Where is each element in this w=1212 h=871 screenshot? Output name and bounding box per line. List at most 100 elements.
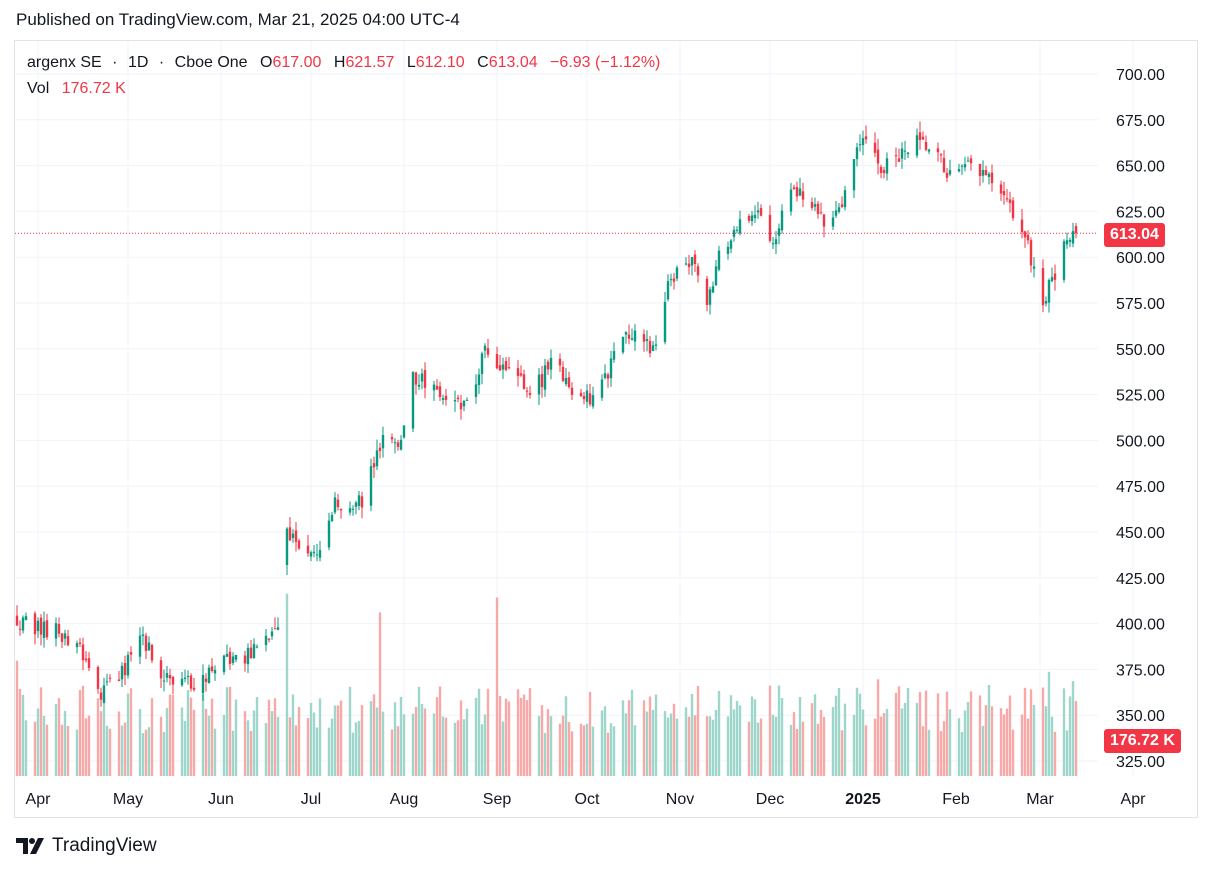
candle-body — [138, 635, 142, 657]
volume-bar — [393, 702, 397, 776]
candle-body — [264, 635, 268, 645]
candle-body — [204, 678, 208, 682]
volume-bar — [267, 699, 271, 776]
candle-body — [858, 144, 862, 146]
candle-body — [654, 344, 658, 346]
volume-bar — [738, 705, 742, 776]
candle-body — [1071, 231, 1075, 244]
candle-body — [1065, 240, 1069, 245]
volume-bar — [810, 703, 814, 776]
candle-body — [21, 617, 25, 631]
volume-bar — [75, 729, 79, 776]
volume-bar — [183, 721, 187, 776]
volume-bar — [705, 716, 709, 776]
volume-bar — [264, 723, 268, 776]
close-value: 613.04 — [488, 54, 538, 71]
volume-bar — [864, 725, 868, 776]
candle-body — [141, 634, 145, 636]
volume-bar — [537, 715, 541, 776]
candle-body — [333, 497, 337, 513]
brand-logo[interactable]: TradingView — [16, 835, 157, 857]
volume-bar — [1065, 730, 1069, 776]
symbol-exchange: Cboe One — [174, 54, 248, 71]
x-tick-label: Dec — [756, 791, 784, 808]
candle-body — [441, 398, 445, 400]
candle-body — [672, 278, 676, 282]
candle-body — [738, 219, 742, 234]
volume-bar — [66, 725, 70, 776]
candle-body — [687, 263, 691, 268]
candle-body — [495, 354, 499, 369]
volume-bar — [357, 721, 361, 776]
volume-bar — [102, 695, 106, 776]
candle-body — [837, 207, 841, 212]
candle-body — [390, 437, 394, 440]
candle-body — [522, 374, 526, 389]
candle-body — [1020, 219, 1024, 233]
candle-body — [372, 463, 376, 468]
volume-bar — [654, 694, 658, 776]
volume-bar — [648, 696, 652, 776]
x-tick-label: Sep — [483, 791, 512, 808]
volume-bar — [612, 726, 616, 776]
candle-body — [225, 653, 229, 657]
volume-bar — [651, 709, 655, 776]
candle-body — [753, 214, 757, 218]
volume-bar — [432, 713, 436, 776]
volume-bar — [882, 712, 886, 776]
volume-bar — [813, 694, 817, 776]
candle-body — [729, 240, 733, 249]
candle-body — [1005, 198, 1009, 200]
candle-body — [525, 390, 529, 392]
candle-body — [942, 158, 946, 173]
candle-body — [627, 334, 631, 339]
candle-body — [84, 658, 88, 661]
volume-bar — [1029, 689, 1033, 776]
candle-body — [1008, 199, 1012, 204]
y-tick-label: 700.00 — [1116, 67, 1165, 84]
legend-separator: · — [158, 54, 165, 71]
volume-bar — [963, 710, 967, 776]
volume-bar — [309, 702, 313, 776]
volume-bar — [123, 722, 127, 776]
volume-bar — [987, 684, 991, 776]
volume-bar — [831, 706, 835, 776]
volume-bar — [375, 707, 379, 776]
volume-bar — [171, 694, 175, 776]
candle-body — [879, 166, 883, 173]
candle-body — [477, 374, 481, 386]
volume-bar — [15, 660, 19, 776]
candle-body — [675, 267, 679, 279]
volume-bar — [696, 685, 700, 776]
candle-body — [63, 633, 67, 639]
candle-body — [927, 149, 931, 152]
volume-bar — [675, 718, 679, 776]
candle-body — [795, 187, 799, 197]
x-tick-label: Jul — [301, 791, 321, 808]
chart-frame — [14, 40, 1198, 818]
volume-bar — [162, 731, 166, 776]
volume-bar — [189, 697, 193, 776]
brand-name: TradingView — [52, 835, 157, 856]
volume-bar — [876, 679, 880, 776]
candle-body — [651, 345, 655, 351]
symbol-name[interactable]: argenx SE — [27, 54, 102, 71]
volume-bar — [249, 730, 253, 776]
volume-bar — [498, 695, 502, 776]
volume-bar — [771, 714, 775, 776]
volume-bar — [777, 685, 781, 776]
volume-bar — [186, 690, 190, 776]
volume-bar — [726, 716, 730, 776]
volume-bar — [924, 690, 928, 776]
candle-body — [147, 642, 151, 651]
candle-body — [582, 396, 586, 400]
candle-body — [396, 442, 400, 447]
high-label: H — [333, 54, 346, 71]
volume-bar — [729, 695, 733, 776]
candle-body — [900, 148, 904, 159]
volume-bar — [900, 708, 904, 776]
volume-bar — [591, 726, 595, 776]
candle-body — [810, 202, 814, 208]
candle-body — [579, 392, 583, 397]
